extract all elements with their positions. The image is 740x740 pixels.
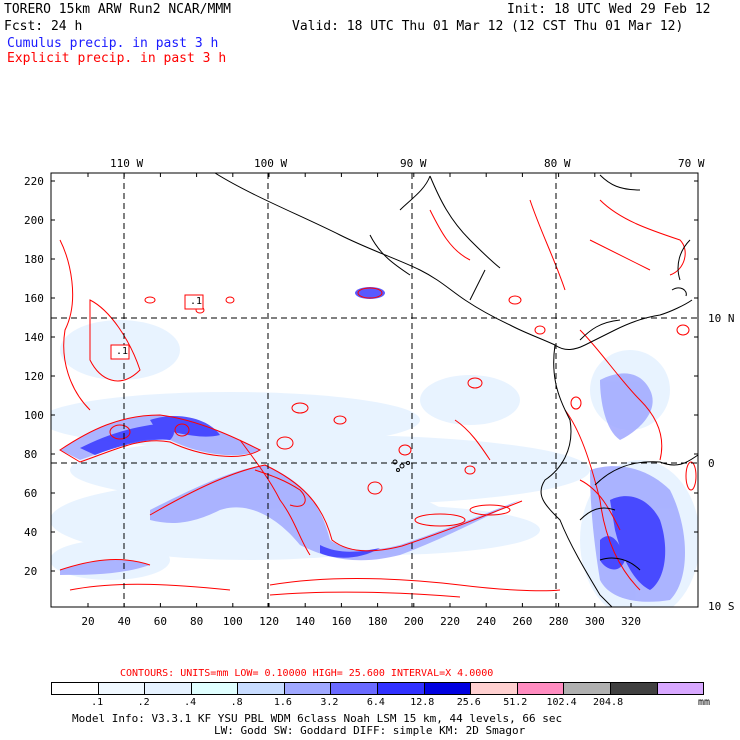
x-tick-label: 180: [367, 615, 388, 628]
coastlines: [214, 173, 698, 607]
y-tick-label: 120: [24, 370, 44, 383]
colorbar-label: 12.8: [410, 697, 435, 708]
colorbar-label: 25.6: [456, 697, 481, 708]
x-tick-label: 60: [153, 615, 168, 628]
colorbar-swatch: [517, 683, 565, 694]
header-init-time: Init: 18 UTC Wed 29 Feb 12: [507, 2, 711, 17]
x-tick-label: 40: [117, 615, 131, 628]
colorbar-label: .2: [137, 697, 150, 708]
contours-info: CONTOURS: UNITS=mm LOW= 0.10000 HIGH= 25…: [120, 668, 494, 679]
colorbar-swatch: [657, 683, 704, 694]
x-tick-label: 80: [190, 615, 204, 628]
y-tick-label: 80: [24, 448, 38, 461]
y-tick-label: 140: [24, 331, 44, 344]
contour-label: .1: [190, 296, 203, 307]
colorbar-swatch: [564, 683, 611, 694]
colorbar: [51, 682, 704, 695]
contour-label-boxes: [110, 294, 204, 360]
lon-label-90w: 90 W: [400, 157, 427, 170]
y-tick-label: 160: [24, 292, 44, 305]
y-tick-label: 40: [24, 526, 38, 539]
colorbar-label: .4: [184, 697, 197, 708]
legend-cumulus-label: Cumulus precip. in past 3 h: [7, 36, 219, 51]
colorbar-label: 204.8: [593, 697, 624, 708]
graticule: [51, 173, 698, 607]
colorbar-unit: mm: [698, 697, 711, 708]
colorbar-swatch: [378, 683, 425, 694]
colorbar-label: 1.6: [273, 697, 292, 708]
colorbar-swatch: [471, 683, 518, 694]
x-tick-label: 100: [222, 615, 243, 628]
explicit-precip-contours: [59, 199, 697, 598]
colorbar-swatch: [284, 683, 332, 694]
colorbar-swatch: [424, 683, 472, 694]
y-tick-label: 180: [24, 253, 44, 266]
lat-label-0: 0: [708, 457, 715, 470]
lon-label-80w: 80 W: [544, 157, 571, 170]
x-tick-label: 20: [81, 615, 95, 628]
colorbar-swatch: [191, 683, 239, 694]
y-tick-label: 220: [24, 175, 44, 188]
colorbar-swatch: [52, 683, 99, 694]
x-tick-label: 240: [476, 615, 497, 628]
header-title: TORERO 15km ARW Run2 NCAR/MMM: [4, 2, 231, 17]
lat-label-10n: 10 N: [708, 312, 735, 325]
shaded-precip-layer: [51, 287, 698, 607]
x-tick-label: 300: [584, 615, 605, 628]
x-tick-label: 200: [403, 615, 424, 628]
axis-ticks: [51, 173, 698, 607]
x-tick-label: 280: [548, 615, 569, 628]
x-tick-label: 320: [621, 615, 641, 628]
x-tick-label: 120: [259, 615, 279, 628]
x-tick-label: 220: [440, 615, 460, 628]
legend-explicit-label: Explicit precip. in past 3 h: [7, 51, 227, 66]
x-tick-label: 260: [512, 615, 533, 628]
y-tick-label: 60: [24, 487, 38, 500]
colorbar-swatch: [331, 683, 379, 694]
contour-label: .1: [116, 346, 129, 357]
map-frame: [50, 172, 699, 608]
header-forecast-hour: Fcst: 24 h: [4, 19, 83, 34]
y-tick-label: 20: [24, 565, 38, 578]
colorbar-swatch: [238, 683, 285, 694]
colorbar-swatch: [145, 683, 192, 694]
lon-label-110w: 110 W: [110, 157, 144, 170]
y-tick-label: 100: [24, 409, 44, 422]
lat-label-10s: 10 S: [708, 600, 735, 613]
x-tick-label: 140: [295, 615, 316, 628]
lon-label-100w: 100 W: [254, 157, 288, 170]
colorbar-label: 102.4: [546, 697, 577, 708]
colorbar-label: 3.2: [320, 697, 339, 708]
model-info-line2: LW: Godd SW: Goddard DIFF: simple KM: 2D…: [214, 724, 526, 737]
lon-label-70w: 70 W: [678, 157, 705, 170]
colorbar-label: 51.2: [503, 697, 528, 708]
y-tick-label: 200: [24, 214, 44, 227]
x-tick-label: 160: [331, 615, 352, 628]
header-valid-time: Valid: 18 UTC Thu 01 Mar 12 (12 CST Thu …: [292, 19, 684, 34]
model-info-line1: Model Info: V3.3.1 KF YSU PBL WDM 6class…: [72, 712, 563, 725]
colorbar-label: .8: [230, 697, 243, 708]
colorbar-label: .1: [91, 697, 104, 708]
colorbar-label: 6.4: [366, 697, 385, 708]
colorbar-swatch: [610, 683, 658, 694]
colorbar-swatch: [98, 683, 146, 694]
